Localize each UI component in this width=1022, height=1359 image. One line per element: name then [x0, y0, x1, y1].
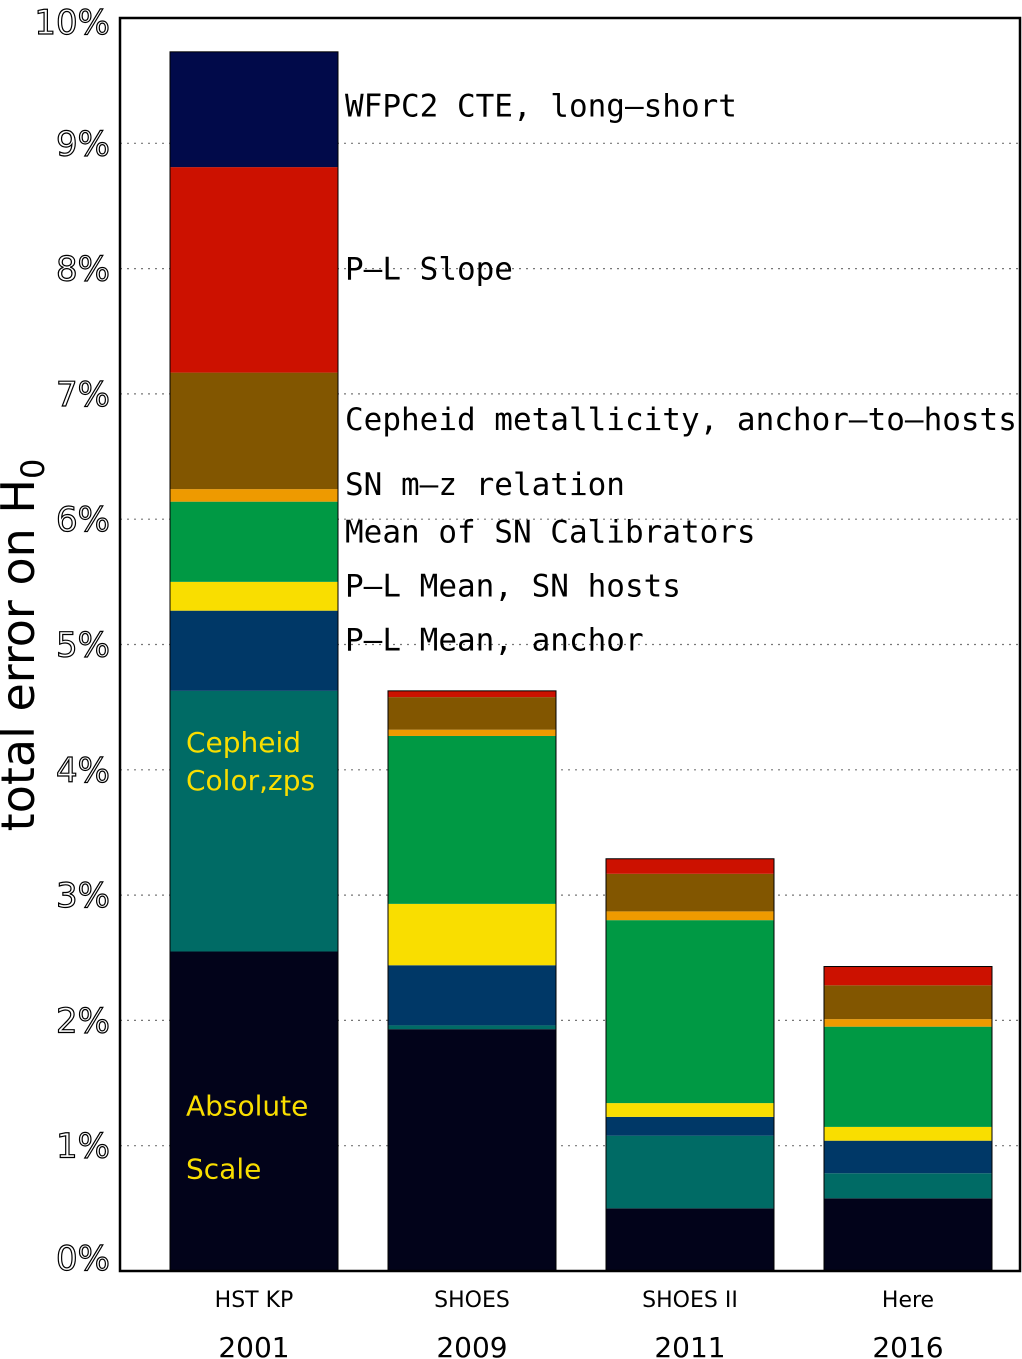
y-tick-labels: 0% 1% 2% 3% 4% 5% 6% 7% 8% 9% 10% — [34, 2, 111, 1279]
bar-segment — [606, 858, 774, 874]
x-year-label: 2016 — [872, 1331, 943, 1359]
x-category-label: Here — [882, 1288, 934, 1313]
x-year-label: 2009 — [436, 1331, 507, 1359]
inner-bar-label: Absolute — [186, 1090, 308, 1123]
x-year-label: 2001 — [218, 1331, 289, 1359]
annotation-label: P–L Mean, anchor — [345, 622, 644, 658]
annotation-label: P–L Mean, SN hosts — [345, 569, 681, 605]
bar-segment — [388, 735, 556, 904]
bar-segment — [170, 372, 338, 490]
bar-segment — [606, 1135, 774, 1209]
bar-segment — [388, 690, 556, 698]
bar-segment — [824, 1026, 992, 1127]
bars — [169, 51, 993, 1272]
inner-bar-label: Cepheid — [186, 726, 301, 759]
bar-segment — [824, 1140, 992, 1174]
bar-segment — [606, 920, 774, 1104]
bar-segment — [388, 965, 556, 1026]
bar-segment — [388, 1029, 556, 1271]
bar-segment — [170, 690, 338, 952]
x-category-label: SHOES II — [642, 1288, 738, 1313]
annotation-label: WFPC2 CTE, long–short — [345, 89, 737, 125]
bar-segment — [170, 489, 338, 502]
bar-segment — [824, 966, 992, 986]
y-tick-label: 4% — [56, 751, 110, 791]
inner-labels: Cepheid Color,zps Absolute Scale — [186, 726, 315, 1185]
bar-segment — [606, 1103, 774, 1117]
annotation-label: Mean of SN Calibrators — [345, 515, 756, 551]
bar-segment — [388, 903, 556, 966]
y-axis-label-subscript: 0 — [14, 459, 52, 479]
x-category-labels: HST KP 2001 SHOES 2009 SHOES II 2011 Here 2016 — [215, 1288, 944, 1359]
annotation-label: SN m–z relation — [345, 467, 625, 503]
inner-bar-label: Color,zps — [186, 764, 315, 797]
bar-segment — [606, 1208, 774, 1271]
bar-segment — [606, 911, 774, 921]
bar-segment — [388, 697, 556, 730]
bar-segment — [824, 985, 992, 1020]
bar-segment — [388, 1025, 556, 1030]
bar-segment — [388, 729, 556, 736]
bar-segment — [170, 610, 338, 691]
bar-segment — [824, 1126, 992, 1141]
y-tick-label: 1% — [56, 1127, 110, 1167]
y-tick-label: 6% — [56, 500, 110, 540]
y-axis-label-text: total error on H — [0, 479, 45, 831]
bar-segment — [824, 1173, 992, 1199]
bar-segment — [606, 1116, 774, 1136]
y-axis-label: total error on H0 — [0, 459, 52, 832]
x-category-label: SHOES — [434, 1288, 510, 1313]
y-tick-label: 7% — [56, 375, 110, 415]
bar-segment — [824, 1198, 992, 1271]
annotation-label: Cepheid metallicity, anchor–to–hosts — [345, 402, 1017, 438]
y-tick-label: 3% — [56, 876, 110, 916]
y-tick-label: 2% — [56, 1001, 110, 1041]
bar-segment — [606, 873, 774, 912]
annotation-label: P–L Slope — [345, 252, 513, 288]
x-category-label: HST KP — [215, 1288, 294, 1313]
inner-bar-label: Scale — [186, 1152, 261, 1185]
y-tick-label: 9% — [56, 124, 110, 164]
y-tick-label: 8% — [56, 250, 110, 290]
bar-segment — [170, 167, 338, 373]
bar-segment — [824, 1019, 992, 1027]
bar-segment — [170, 951, 338, 1271]
y-tick-label: 5% — [56, 626, 110, 666]
plot-frame — [118, 16, 1022, 1273]
y-tick-label: 10% — [34, 3, 110, 43]
x-year-label: 2011 — [654, 1331, 725, 1359]
y-tick-label: 0% — [56, 1239, 110, 1279]
annotations: WFPC2 CTE, long–short P–L Slope Cepheid me… — [345, 89, 1017, 659]
bar-segment — [170, 501, 338, 582]
bar-segment — [170, 51, 338, 168]
bar-segment — [170, 581, 338, 611]
